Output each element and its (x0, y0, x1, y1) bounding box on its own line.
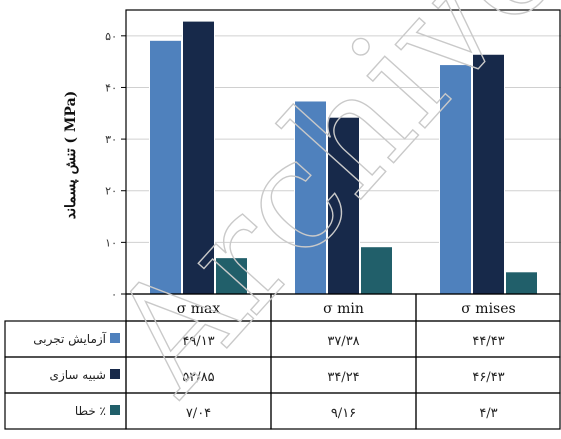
legend-swatch (110, 333, 120, 343)
value-cell (415, 392, 561, 430)
bar (360, 246, 393, 295)
y-tick-label: ۲۰ (105, 185, 117, 198)
legend-label: آزمایش تجربی (33, 331, 106, 347)
bar (294, 100, 327, 295)
legend-cell (4, 392, 127, 430)
bar (439, 64, 472, 295)
bars (149, 20, 538, 295)
data-label: ۴/۳ (479, 406, 497, 421)
data-label: ۹/۱۶ (331, 406, 356, 421)
y-tick-label: ۵۰ (105, 30, 117, 43)
data-table: σ max σ min σ mises آزمایش تجربی ۴۹/۱۳ ۳۷/۳۸ ۴… (4, 293, 561, 430)
data-label: ۳۴/۲۴ (327, 370, 359, 385)
data-label: ۷/۰۴ (186, 406, 211, 421)
bar (215, 257, 248, 295)
bar (472, 53, 505, 295)
legend-swatch (110, 405, 120, 415)
data-label: ۴۴/۴۳ (472, 334, 504, 349)
y-tick-label: ۳۰ (105, 133, 117, 146)
bar (149, 39, 182, 295)
y-tick-label: ۱۰ (105, 236, 117, 249)
legend-label: خطا ٪ (75, 404, 106, 418)
data-label: ۴۶/۴۳ (472, 370, 504, 385)
data-label: ۳۷/۳۸ (327, 334, 359, 349)
category-label: σ mises (461, 301, 515, 317)
y-tick-label: ۴۰ (105, 81, 117, 94)
category-label: σ min (323, 301, 364, 317)
category-label: σ max (177, 301, 221, 317)
bar (505, 271, 538, 295)
data-label: ۴۹/۱۳ (182, 334, 214, 349)
legend-label: شبیه سازی (50, 368, 106, 383)
legend-swatch (110, 369, 120, 379)
y-tick-label: ۰ (111, 288, 117, 301)
y-axis-label: تنش پسماند ( MPa) (63, 91, 79, 220)
data-label: ۵۲/۸۵ (182, 370, 214, 385)
bar (327, 116, 360, 295)
